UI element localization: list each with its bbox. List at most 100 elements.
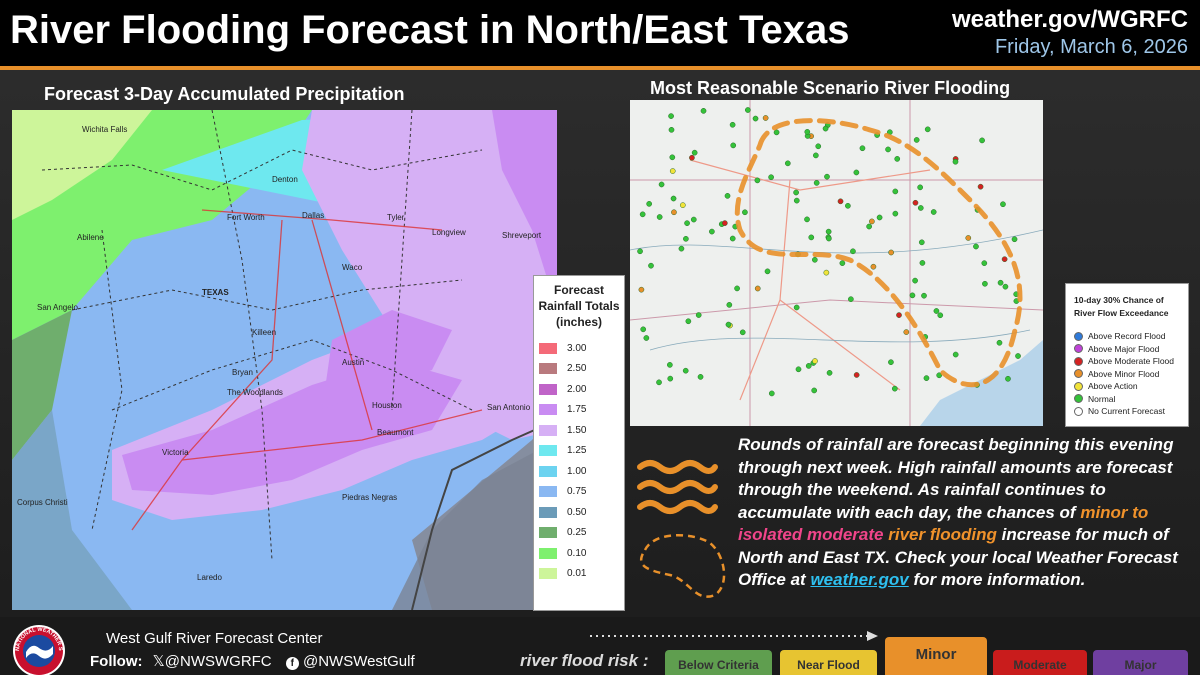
gauge-dot <box>795 366 802 373</box>
gauge-dot <box>646 201 653 207</box>
gauge-dot <box>752 115 759 122</box>
desc-text: Rounds of rainfall are forecast beginnin… <box>738 435 1174 522</box>
rain-legend-label: 1.00 <box>567 465 587 477</box>
flood-legend-item: Above Minor Flood <box>1074 368 1188 381</box>
gauge-dot <box>869 218 875 225</box>
gauge-dot <box>896 312 902 318</box>
rain-legend-item: 2.50 <box>539 359 624 380</box>
gauge-dot <box>813 180 820 186</box>
risk-level: Near Flood <box>780 650 877 675</box>
city-label: TEXAS <box>202 288 229 297</box>
gauge-dot <box>643 335 650 341</box>
flood-swatch <box>1074 406 1083 416</box>
gauge-dot <box>729 235 736 242</box>
flood-legend-label: Normal <box>1088 393 1116 404</box>
rain-legend-item: 1.00 <box>539 461 624 482</box>
gauge-dot <box>685 318 692 325</box>
gauge-dot <box>670 195 677 202</box>
city-label: Laredo <box>197 573 222 582</box>
gauge-dot <box>876 214 883 221</box>
precip-map: Wichita Falls Denton Fort Worth Dallas Tyler… <box>12 110 557 610</box>
follow: Follow: <box>90 653 143 670</box>
gauge-dot <box>937 312 944 319</box>
flood-legend-label: Above Moderate Flood <box>1088 356 1174 367</box>
gauge-dot <box>917 205 924 211</box>
rain-swatch <box>539 342 557 354</box>
rain-swatch <box>539 424 557 436</box>
gauge-dot <box>1002 283 1009 290</box>
flood-legend-item: Above Moderate Flood <box>1074 355 1188 368</box>
desc-minor: minor to <box>1080 502 1149 522</box>
facebook[interactable]: @NWSWestGulf <box>302 653 415 670</box>
desc-link[interactable]: weather.gov <box>810 570 909 589</box>
gauge-dot <box>921 292 927 299</box>
gauge-dot <box>684 220 690 227</box>
rain-legend-item: 0.50 <box>539 502 624 523</box>
gauge-dot <box>903 329 910 335</box>
city-label: Tyler <box>387 213 405 222</box>
rain-legend-label: 3.00 <box>567 342 587 354</box>
flood-legend-item: Above Record Flood <box>1074 330 1188 343</box>
gauge-dot <box>982 280 988 287</box>
rain-legend-label: 0.50 <box>567 506 587 518</box>
desc-moderate: isolated moderate <box>738 525 884 544</box>
header-bar <box>0 0 1200 70</box>
flood-legend-item: Above Major Flood <box>1074 343 1188 356</box>
gauge-dot <box>734 285 740 292</box>
gauge-dot <box>930 209 937 215</box>
right-map-title: Most Reasonable Scenario River Flooding <box>650 78 1011 98</box>
gauge-dot <box>658 181 665 188</box>
gauge-dot <box>853 169 860 176</box>
rain-legend-title: Forecast Rainfall Totals (inches) <box>538 283 620 329</box>
city-label: Killeen <box>252 328 276 337</box>
gauge-dot <box>742 209 748 216</box>
gauge-dot <box>825 235 832 242</box>
rain-swatch <box>539 404 557 416</box>
city-label: Houston <box>372 401 402 410</box>
gauge-dot <box>745 107 751 113</box>
city-label: Beaumont <box>377 428 414 437</box>
city-label: The Woodlands <box>227 388 283 397</box>
gauge-dot <box>667 375 674 382</box>
city-label: Piedras Negras <box>342 493 397 502</box>
gauge-dot <box>721 220 728 226</box>
rain-legend-item: 0.25 <box>539 523 624 544</box>
gauge-dot <box>729 121 736 128</box>
city-label: Victoria <box>162 448 189 457</box>
rain-swatch <box>539 383 557 395</box>
gauge-dot <box>637 248 643 255</box>
gauge-dot <box>894 156 901 162</box>
rain-legend-label: 0.75 <box>567 486 587 498</box>
flood-legend-label: Above Action <box>1088 381 1138 392</box>
gauge-dot <box>952 158 959 165</box>
gauge-dot <box>919 260 926 266</box>
gauge-dot <box>709 228 715 235</box>
social: Follow: 𝕏@NWSWGRFC f @NWSWestGulf <box>90 653 415 670</box>
flood-swatch <box>1074 331 1083 341</box>
gauge-dot <box>826 370 833 376</box>
gauge-dot <box>768 390 775 397</box>
gauge-dot <box>1015 353 1021 359</box>
gauge-dot <box>669 154 676 161</box>
gauge-dot <box>726 302 733 308</box>
gauge-dot <box>912 277 918 284</box>
office: West Gulf River Forecast Center <box>106 630 323 647</box>
gauge-dot <box>678 245 685 252</box>
gauge-dot <box>762 115 769 121</box>
gauge-dot <box>804 129 811 135</box>
gauge-dot <box>853 372 860 378</box>
rain-legend-label: 1.25 <box>567 445 587 457</box>
twitter[interactable]: @NWSWGRFC <box>164 653 272 670</box>
rain-legend-item: 1.50 <box>539 420 624 441</box>
gauge-dot <box>845 202 851 209</box>
rain-legend-item: 0.75 <box>539 482 624 503</box>
rain-legend-label: 1.50 <box>567 424 587 436</box>
gauge-dot <box>850 248 856 255</box>
risk-arrow <box>590 631 878 641</box>
gauge-dot <box>1005 375 1011 382</box>
flood-swatch <box>1074 394 1083 404</box>
gauge-dot <box>695 312 702 318</box>
gauge-dot <box>656 379 662 386</box>
city-label: Denton <box>272 175 298 184</box>
